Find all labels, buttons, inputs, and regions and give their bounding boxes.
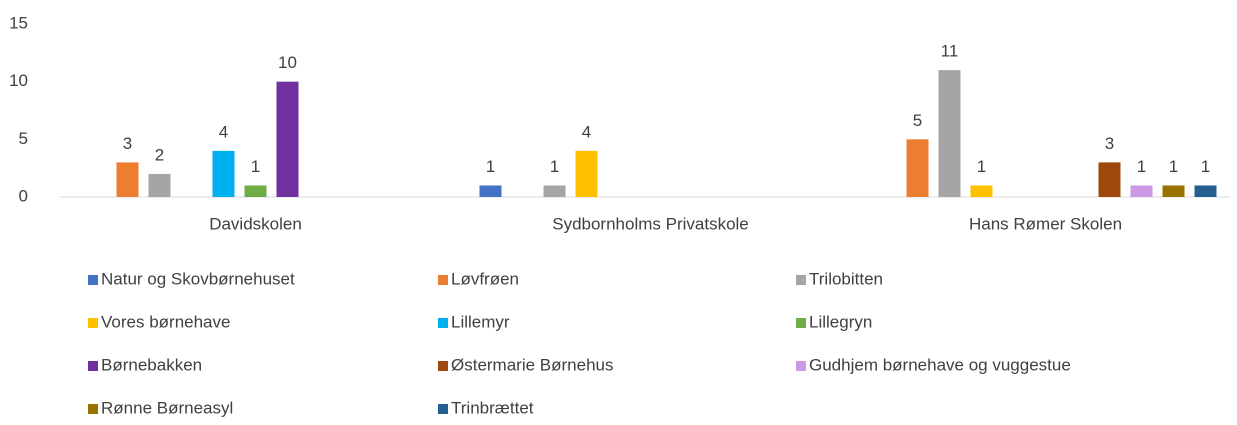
legend-swatch [88, 318, 98, 328]
y-tick-label: 0 [19, 186, 28, 205]
legend-label: Rønne Børneasyl [101, 398, 233, 417]
legend-label: Natur og Skovbørnehuset [101, 269, 295, 288]
bar [1098, 162, 1121, 197]
legend-swatch [88, 275, 98, 285]
bar [148, 173, 171, 197]
data-label: 1 [977, 157, 986, 176]
bar [244, 185, 267, 197]
data-label: 1 [486, 157, 495, 176]
data-label: 1 [550, 157, 559, 176]
data-label: 4 [582, 122, 591, 141]
legend-swatch [438, 275, 448, 285]
y-tick-label: 10 [9, 71, 28, 90]
legend-swatch [88, 361, 98, 371]
bar [212, 150, 235, 197]
legend-label: Lillemyr [451, 312, 510, 331]
data-label: 5 [913, 111, 922, 130]
bar [938, 70, 961, 197]
bar [116, 162, 139, 197]
y-tick-label: 15 [9, 13, 28, 32]
legend-label: Gudhjem børnehave og vuggestue [809, 355, 1071, 374]
legend-label: Løvfrøen [451, 269, 519, 288]
x-tick-label: Davidskolen [209, 214, 302, 233]
data-label: 10 [278, 53, 297, 72]
legend-label: Trilobitten [809, 269, 883, 288]
x-tick-label: Hans Rømer Skolen [969, 214, 1122, 233]
legend-label: Trinbrættet [451, 398, 534, 417]
data-label: 3 [123, 134, 132, 153]
data-label: 11 [941, 42, 959, 61]
legend-swatch [438, 318, 448, 328]
legend-swatch [796, 318, 806, 328]
data-label: 3 [1105, 134, 1114, 153]
bar [1194, 185, 1217, 197]
legend-label: Lillegryn [809, 312, 872, 331]
bar [1130, 185, 1153, 197]
legend-swatch [438, 361, 448, 371]
bar [970, 185, 993, 197]
data-label: 1 [251, 157, 260, 176]
legend-swatch [88, 404, 98, 414]
legend-label: Vores børnehave [101, 312, 230, 331]
bar [543, 185, 566, 197]
data-label: 1 [1137, 157, 1146, 176]
data-label: 1 [1201, 157, 1210, 176]
data-label: 1 [1169, 157, 1178, 176]
legend-label: Børnebakken [101, 355, 202, 374]
bar [276, 81, 299, 197]
bar [1162, 185, 1185, 197]
y-tick-label: 5 [19, 129, 28, 148]
x-tick-label: Sydbornholms Privatskole [552, 214, 749, 233]
data-label: 2 [155, 145, 164, 164]
data-label: 4 [219, 122, 228, 141]
bar [575, 150, 598, 197]
legend-swatch [438, 404, 448, 414]
legend-swatch [796, 361, 806, 371]
bar [479, 185, 502, 197]
legend-label: Østermarie Børnehus [451, 355, 614, 374]
legend-swatch [796, 275, 806, 285]
bar [906, 139, 929, 197]
